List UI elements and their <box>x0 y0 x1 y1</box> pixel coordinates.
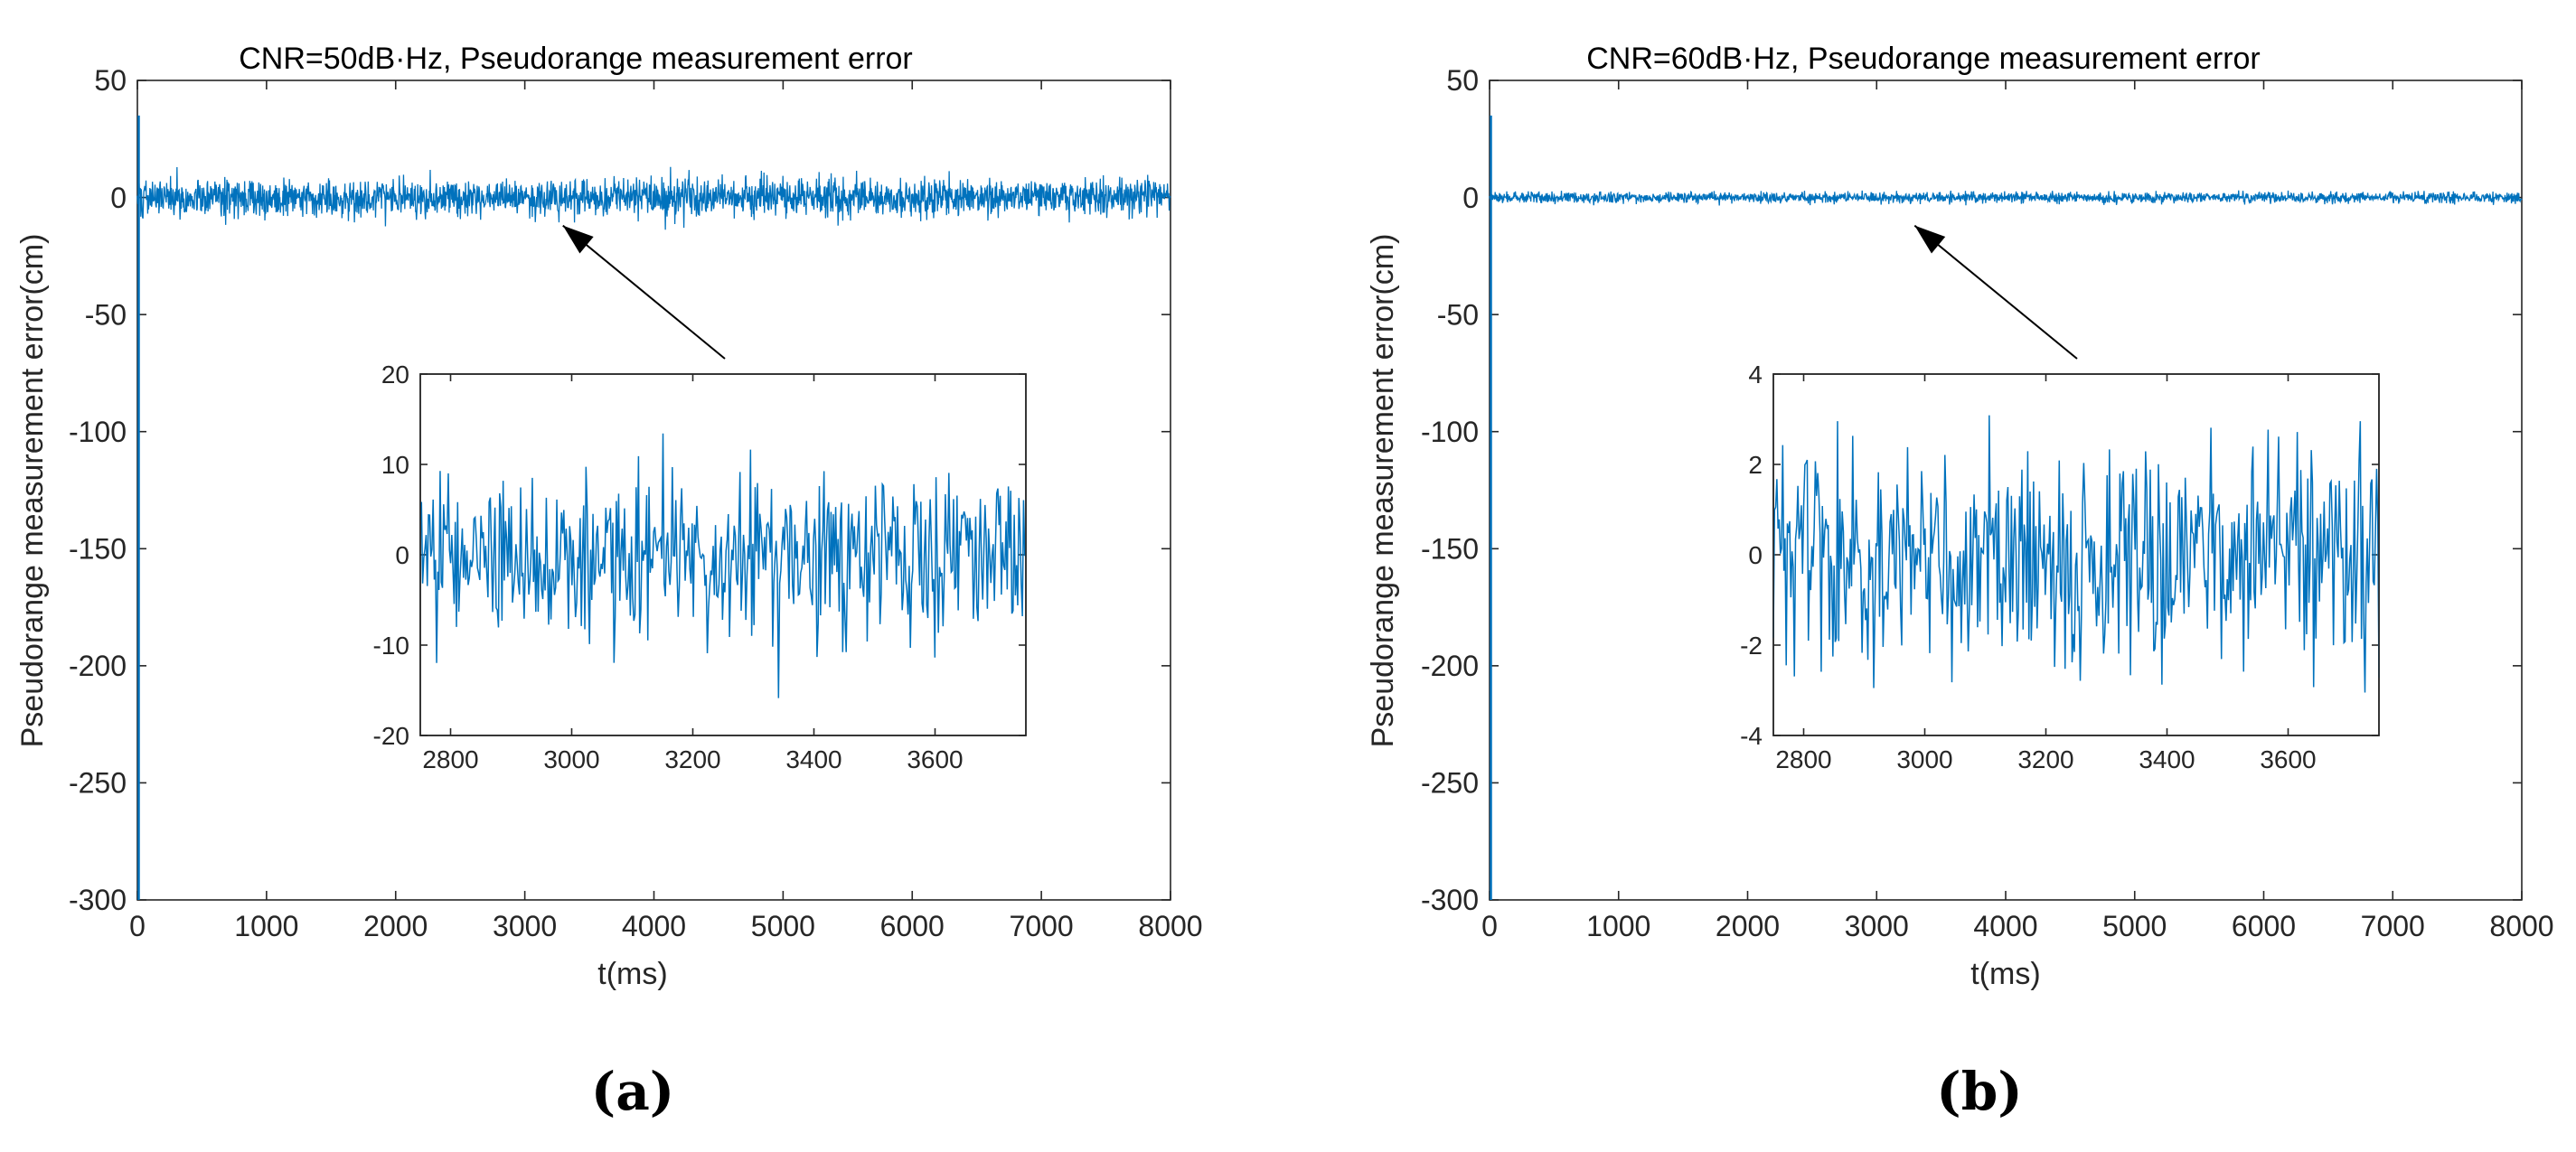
x-tick-label: 2800 <box>1775 745 1831 773</box>
y-tick-label: -2 <box>1740 632 1763 660</box>
y-tick-label: -200 <box>1421 650 1479 682</box>
x-tick-label: 5000 <box>751 910 815 942</box>
y-tick-label: 2 <box>1748 451 1763 479</box>
y-axis-label: Pseudorange measurement error(cm) <box>1366 234 1400 748</box>
x-tick-label: 6000 <box>2232 910 2296 942</box>
x-tick-label: 3000 <box>1896 745 1952 773</box>
x-tick-label: 8000 <box>1138 910 1202 942</box>
y-tick-label: 4 <box>1748 361 1763 389</box>
y-tick-label: 50 <box>1446 64 1479 97</box>
main-plot: 0 1000 2000 3000 4000 5000 6000 7000 8000 50 0 -50 -… <box>1421 64 2554 942</box>
x-tick-label: 5000 <box>2102 910 2167 942</box>
x-tick-label: 4000 <box>622 910 686 942</box>
y-tick-label: -300 <box>1421 884 1479 916</box>
y-tick-label: -100 <box>69 416 127 448</box>
x-tick-label: 7000 <box>2361 910 2425 942</box>
y-tick-label: 50 <box>94 64 127 97</box>
x-tick-label: 0 <box>129 910 146 942</box>
x-tick-label: 3000 <box>493 910 557 942</box>
series-line <box>1489 190 2523 206</box>
y-tick-label: -200 <box>69 650 127 682</box>
panel-a: CNR=50dB·Hz, Pseudorange measurement err… <box>15 42 1203 1122</box>
inset-border <box>1772 373 2380 736</box>
inset-border <box>419 373 1027 736</box>
y-tick-label: -10 <box>373 632 409 660</box>
y-tick-label: -20 <box>373 722 409 750</box>
x-tick-label: 1000 <box>1586 910 1650 942</box>
annotation-arrow-line <box>562 224 726 360</box>
y-tick-label: 0 <box>1748 541 1763 569</box>
x-tick-label: 3600 <box>907 745 963 773</box>
y-tick-label: -50 <box>1437 298 1479 331</box>
y-tick-label: -250 <box>69 767 127 800</box>
x-tick-label: 7000 <box>1010 910 1074 942</box>
annotation-arrow-head <box>562 225 594 254</box>
y-tick-label: 20 <box>381 361 409 389</box>
chart-title: CNR=50dB·Hz, Pseudorange measurement err… <box>239 42 913 76</box>
x-tick-label: 2800 <box>422 745 478 773</box>
x-tick-label: 2000 <box>1716 910 1780 942</box>
x-tick-label: 0 <box>1481 910 1498 942</box>
y-tick-label: -50 <box>85 298 127 331</box>
x-tick-label: 6000 <box>880 910 945 942</box>
x-tick-label: 8000 <box>2489 910 2553 942</box>
x-axis-label: t(ms) <box>597 957 667 991</box>
series-line <box>136 166 1171 230</box>
y-tick-label: 0 <box>110 182 127 214</box>
inset-plot: 2800 3000 3200 3400 3600 20 10 0 -10 -20 <box>373 361 1027 773</box>
y-tick-label: -250 <box>1421 767 1479 800</box>
y-tick-label: -100 <box>1421 416 1479 448</box>
inset-plot: 2800 3000 3200 3400 3600 4 2 0 -2 -4 <box>1740 361 2380 773</box>
y-tick-label: 10 <box>381 451 409 479</box>
panel-b: CNR=60dB·Hz, Pseudorange measurement err… <box>1366 42 2554 1122</box>
y-tick-label: -4 <box>1740 722 1763 750</box>
x-tick-label: 1000 <box>234 910 298 942</box>
inset-series-line <box>1772 415 2380 693</box>
x-tick-label: 3200 <box>664 745 720 773</box>
x-tick-label: 3400 <box>2139 745 2195 773</box>
x-axis-label: t(ms) <box>1970 957 2040 991</box>
y-axis-label: Pseudorange measurement error(cm) <box>15 234 50 748</box>
annotation-arrow-head <box>1914 225 1946 254</box>
inset-series-line <box>419 433 1027 698</box>
x-tick-label: 3400 <box>785 745 841 773</box>
panel-label: (b) <box>1936 1061 2022 1122</box>
x-tick-label: 3000 <box>1845 910 1909 942</box>
x-tick-label: 3000 <box>543 745 599 773</box>
panel-label: (a) <box>591 1061 674 1122</box>
x-tick-label: 2000 <box>363 910 428 942</box>
main-plot: 0 1000 2000 3000 4000 5000 6000 7000 8000 50 0 -50 -… <box>69 64 1203 942</box>
y-tick-label: -150 <box>69 532 127 565</box>
x-tick-label: 3200 <box>2017 745 2073 773</box>
y-tick-label: -150 <box>1421 532 1479 565</box>
annotation-arrow-line <box>1913 224 2078 360</box>
x-tick-label: 3600 <box>2260 745 2316 773</box>
y-tick-label: 0 <box>1462 182 1479 214</box>
chart-title: CNR=60dB·Hz, Pseudorange measurement err… <box>1586 42 2261 76</box>
y-tick-label: 0 <box>395 541 409 569</box>
x-tick-label: 4000 <box>1973 910 2037 942</box>
y-tick-label: -300 <box>69 884 127 916</box>
